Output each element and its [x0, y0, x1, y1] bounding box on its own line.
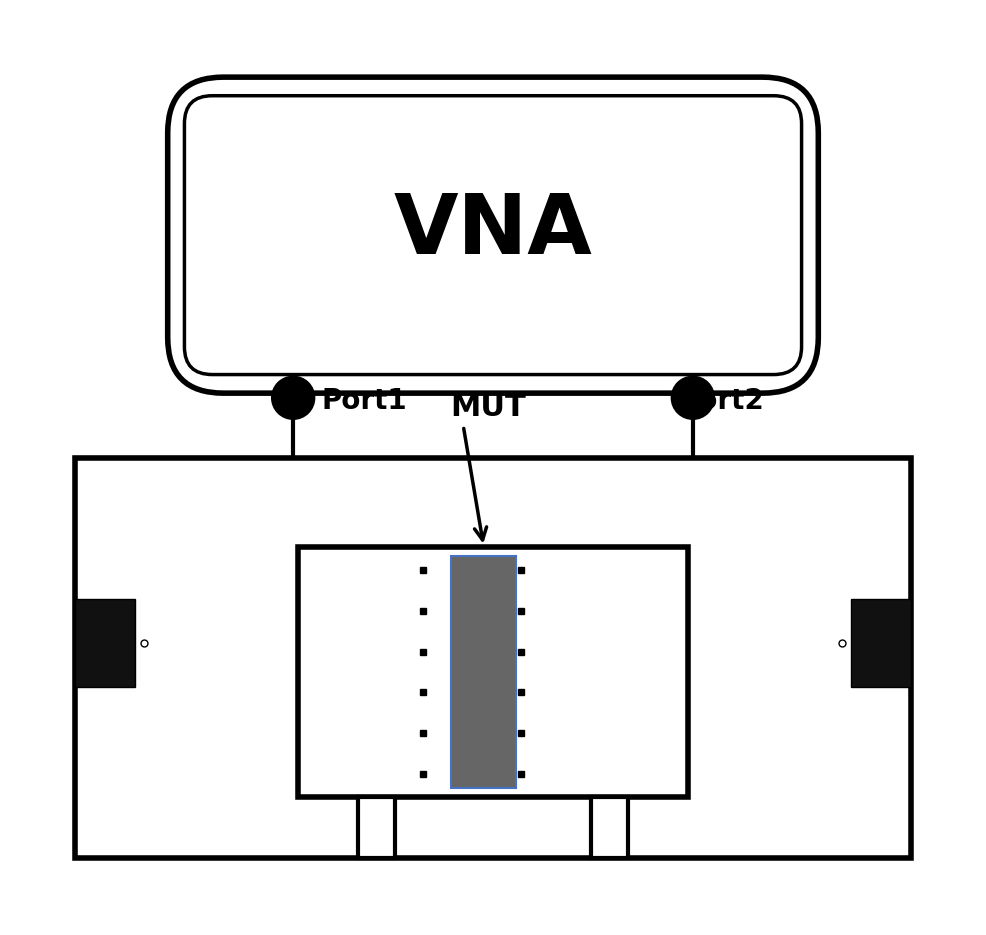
Bar	[452, 555, 517, 788]
Text: VNA: VNA	[393, 190, 593, 271]
Circle shape	[273, 378, 314, 418]
FancyBboxPatch shape	[168, 77, 818, 393]
Bar	[591, 798, 628, 858]
Bar	[298, 546, 688, 798]
Bar	[851, 598, 911, 687]
FancyBboxPatch shape	[184, 95, 802, 375]
Text: Port1: Port1	[321, 386, 406, 414]
Bar	[75, 598, 135, 687]
Circle shape	[672, 378, 713, 418]
Bar	[358, 798, 395, 858]
Text: MUT: MUT	[451, 393, 527, 422]
Bar	[75, 458, 911, 858]
Text: Port2: Port2	[679, 386, 764, 414]
